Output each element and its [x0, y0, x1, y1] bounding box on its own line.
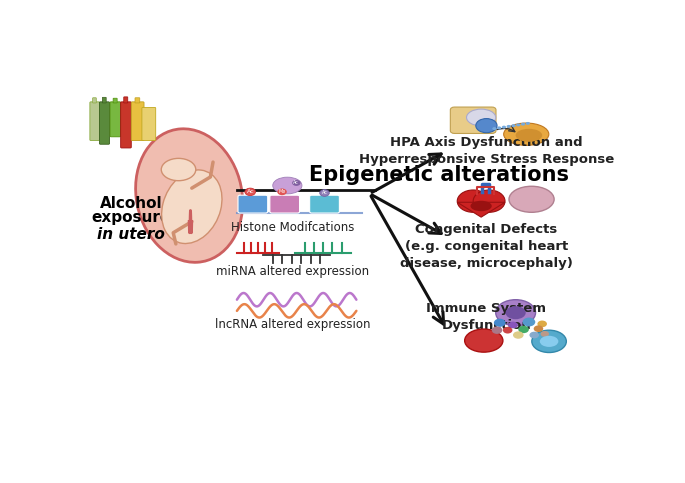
Circle shape	[516, 124, 521, 127]
FancyBboxPatch shape	[90, 102, 99, 141]
Circle shape	[492, 327, 502, 334]
FancyBboxPatch shape	[142, 107, 155, 141]
Ellipse shape	[503, 123, 549, 145]
Text: lncRNA altered expression: lncRNA altered expression	[215, 318, 371, 331]
Ellipse shape	[506, 306, 525, 319]
Polygon shape	[457, 202, 505, 217]
FancyBboxPatch shape	[310, 195, 339, 213]
Ellipse shape	[476, 119, 497, 133]
Text: Histone Modifcations: Histone Modifcations	[231, 221, 354, 234]
Circle shape	[521, 123, 525, 126]
Ellipse shape	[532, 330, 566, 353]
Circle shape	[497, 127, 501, 129]
Text: exposure: exposure	[91, 211, 171, 226]
Circle shape	[513, 331, 523, 339]
Ellipse shape	[509, 186, 554, 213]
Text: Me: Me	[279, 189, 286, 194]
Ellipse shape	[136, 129, 242, 262]
Text: Congenital Defects
(e.g. congenital heart
disease, microcephaly): Congenital Defects (e.g. congenital hear…	[400, 224, 573, 270]
Circle shape	[525, 122, 530, 125]
Text: Ac: Ac	[247, 189, 255, 194]
Text: Alcohol: Alcohol	[99, 196, 162, 211]
Circle shape	[502, 126, 506, 128]
Ellipse shape	[273, 177, 302, 194]
Text: Ac: Ac	[321, 190, 327, 196]
Circle shape	[534, 326, 543, 332]
Circle shape	[512, 124, 516, 127]
Text: Immune System
Dysfunction: Immune System Dysfunction	[427, 301, 547, 331]
Ellipse shape	[162, 170, 222, 243]
FancyBboxPatch shape	[121, 102, 132, 148]
Circle shape	[493, 127, 497, 130]
Text: Epigenetic alterations: Epigenetic alterations	[308, 165, 569, 185]
Ellipse shape	[496, 299, 536, 326]
Text: miRNA altered expression: miRNA altered expression	[216, 265, 369, 278]
Ellipse shape	[466, 109, 496, 126]
FancyBboxPatch shape	[132, 102, 144, 141]
Ellipse shape	[464, 329, 503, 352]
Circle shape	[457, 190, 489, 213]
Circle shape	[507, 125, 511, 128]
Circle shape	[245, 188, 256, 196]
Ellipse shape	[540, 336, 558, 347]
Circle shape	[530, 332, 539, 339]
FancyBboxPatch shape	[110, 102, 121, 137]
Circle shape	[538, 321, 547, 327]
Ellipse shape	[471, 201, 492, 211]
Circle shape	[540, 331, 549, 337]
Circle shape	[523, 317, 535, 327]
FancyBboxPatch shape	[124, 97, 128, 103]
FancyBboxPatch shape	[92, 98, 97, 103]
FancyBboxPatch shape	[135, 98, 140, 103]
Ellipse shape	[516, 129, 543, 142]
Circle shape	[508, 322, 518, 328]
Circle shape	[320, 190, 329, 196]
FancyBboxPatch shape	[238, 195, 268, 213]
Circle shape	[503, 327, 512, 334]
Ellipse shape	[161, 158, 196, 181]
Circle shape	[494, 319, 506, 327]
FancyBboxPatch shape	[113, 98, 117, 103]
Circle shape	[277, 188, 287, 195]
Text: HPA Axis Dysfunction and
Hyperresponsive Stress Response: HPA Axis Dysfunction and Hyperresponsive…	[359, 136, 614, 166]
FancyBboxPatch shape	[102, 97, 106, 103]
Text: Ac: Ac	[293, 181, 299, 185]
Circle shape	[519, 326, 529, 333]
FancyBboxPatch shape	[99, 102, 110, 144]
Text: in utero: in utero	[97, 227, 164, 242]
FancyBboxPatch shape	[450, 107, 496, 133]
Circle shape	[292, 180, 301, 186]
Circle shape	[473, 190, 505, 213]
FancyBboxPatch shape	[270, 195, 299, 213]
